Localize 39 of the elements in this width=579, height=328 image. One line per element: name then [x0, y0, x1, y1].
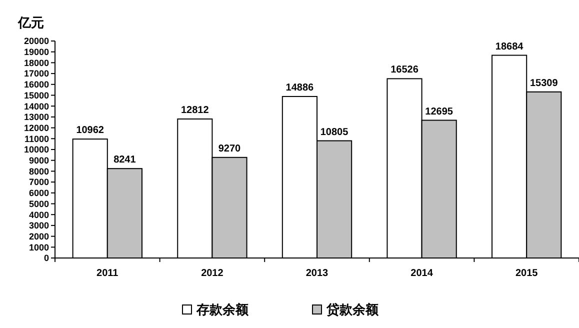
x-tick-label: 2011: [96, 268, 119, 279]
y-tick-label: 7000: [28, 177, 49, 188]
data-label: 12695: [425, 106, 454, 118]
y-tick-label: 13000: [24, 112, 49, 122]
data-label: 12812: [181, 104, 210, 116]
data-label: 8241: [114, 154, 136, 166]
y-tick-label: 3000: [28, 220, 49, 231]
y-axis-title: 亿元: [17, 15, 44, 30]
x-tick-label: 2013: [306, 268, 329, 279]
y-tick-label: 6000: [28, 188, 49, 198]
y-tick-label: 16000: [24, 80, 49, 90]
y-tick-label: 17000: [24, 68, 49, 79]
y-tick-label: 14000: [24, 101, 49, 112]
y-tick-label: 4000: [28, 210, 49, 220]
y-tick-label: 18000: [24, 58, 49, 68]
data-label: 15309: [530, 78, 558, 89]
y-tick-label: 10000: [24, 144, 49, 155]
y-tick-label: 15000: [24, 90, 49, 100]
y-tick-label: 9000: [28, 156, 49, 166]
data-label: 9270: [218, 143, 242, 154]
legend-label: 贷款余额: [326, 302, 380, 317]
x-tick-label: 2012: [201, 268, 224, 279]
data-label: 14886: [286, 82, 314, 94]
y-tick-label: 1000: [28, 242, 49, 252]
y-tick-label: 11000: [24, 134, 49, 144]
legend-label: 存款余额: [196, 302, 250, 317]
y-tick-label: 0: [44, 253, 49, 264]
data-label: 10962: [76, 125, 104, 136]
y-tick-label: 5000: [28, 198, 49, 209]
y-tick-label: 12000: [24, 122, 49, 133]
data-label: 18684: [495, 41, 524, 52]
y-tick-label: 19000: [24, 47, 49, 57]
y-tick-label: 8000: [28, 166, 49, 176]
data-label: 16526: [390, 64, 419, 76]
y-tick-label: 20000: [24, 36, 49, 46]
y-tick-label: 2000: [28, 231, 49, 242]
x-tick-label: 2014: [410, 268, 434, 279]
x-tick-label: 2015: [515, 268, 538, 279]
data-label: 10805: [320, 126, 349, 138]
